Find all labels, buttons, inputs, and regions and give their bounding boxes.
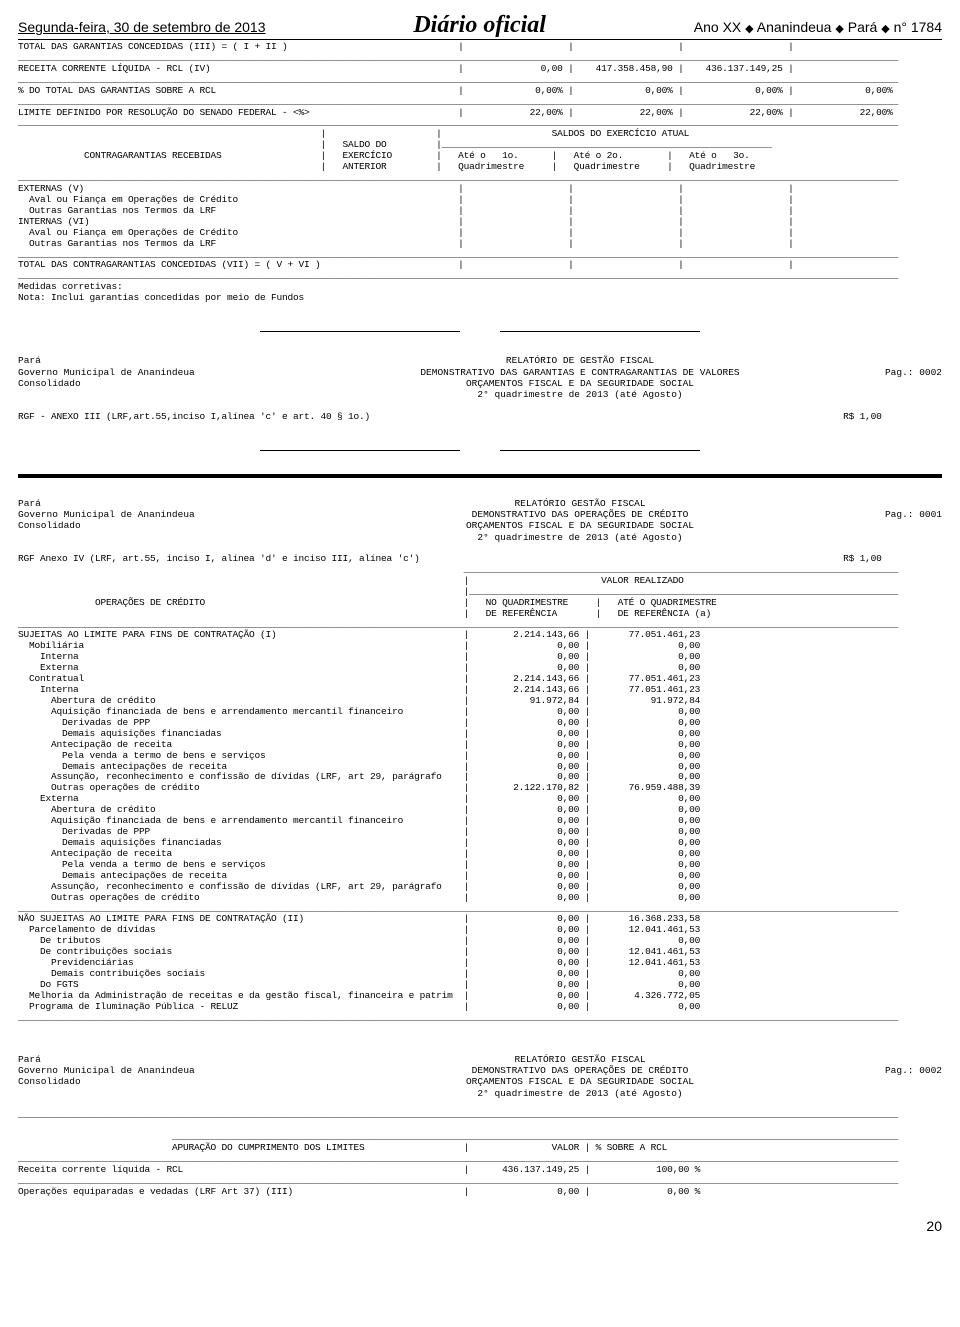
diamond-icon: ◆ bbox=[835, 23, 843, 35]
report-header-3: Pará Governo Municipal de Ananindeua Con… bbox=[18, 1054, 942, 1100]
signature-lines bbox=[18, 324, 942, 335]
signature-lines bbox=[18, 443, 942, 454]
diamond-icon: ◆ bbox=[881, 23, 889, 35]
report-header-1: Pará Governo Municipal de Ananindeua Con… bbox=[18, 355, 942, 401]
page-number: 20 bbox=[18, 1218, 942, 1234]
report1-note: RGF - ANEXO III (LRF,art.55,inciso I,alí… bbox=[18, 401, 942, 423]
thick-divider bbox=[18, 474, 942, 478]
diamond-icon: ◆ bbox=[745, 23, 753, 35]
apuracao-limites-table: ________________________________________… bbox=[18, 1099, 942, 1197]
operacoes-credito-table: RGF Anexo IV (LRF, art.55, inciso I, alí… bbox=[18, 543, 942, 1024]
page-header: Segunda-feira, 30 de setembro de 2013 Di… bbox=[18, 12, 942, 40]
section-garantias: TOTAL DAS GARANTIAS CONCEDIDAS (III) = (… bbox=[18, 42, 942, 304]
header-title: Diário oficial bbox=[413, 12, 546, 39]
header-date: Segunda-feira, 30 de setembro de 2013 bbox=[18, 19, 266, 35]
header-edition: Ano XX ◆ Ananindeua ◆ Pará ◆ n° 1784 bbox=[694, 19, 942, 35]
report-header-2: Pará Governo Municipal de Ananindeua Con… bbox=[18, 498, 942, 544]
